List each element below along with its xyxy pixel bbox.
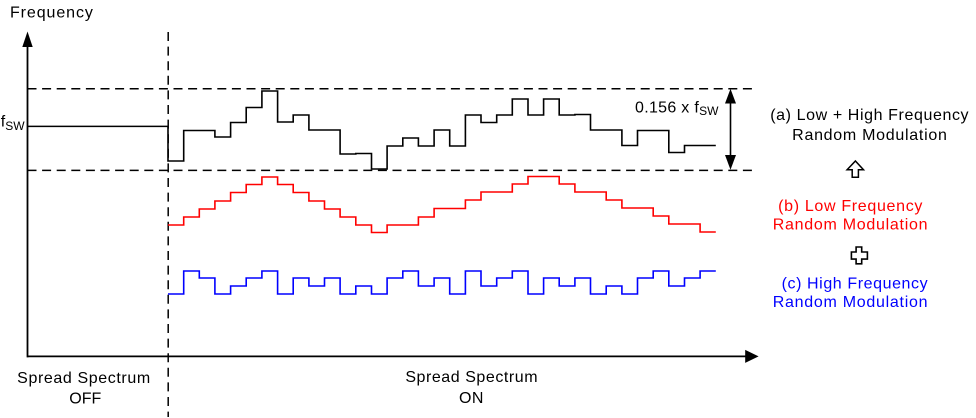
svg-text:(b) Low Frequency: (b) Low Frequency <box>778 198 923 215</box>
svg-text:fSW: fSW <box>1 113 25 133</box>
svg-text:Random Modulation: Random Modulation <box>792 127 947 144</box>
svg-text:Random Modulation: Random Modulation <box>773 217 928 234</box>
svg-text:Spread Spectrum: Spread Spectrum <box>17 370 151 387</box>
svg-text:Random Modulation: Random Modulation <box>773 294 928 311</box>
svg-text:(a) Low + High Frequency: (a) Low + High Frequency <box>770 107 969 124</box>
svg-text:OFF: OFF <box>69 390 101 407</box>
svg-text:Frequency: Frequency <box>10 4 94 21</box>
svg-text:0.156 x fSW: 0.156 x fSW <box>635 99 719 118</box>
svg-text:Spread Spectrum: Spread Spectrum <box>405 369 538 386</box>
svg-text:ON: ON <box>459 390 484 407</box>
svg-text:(c) High Frequency: (c) High Frequency <box>782 275 929 292</box>
